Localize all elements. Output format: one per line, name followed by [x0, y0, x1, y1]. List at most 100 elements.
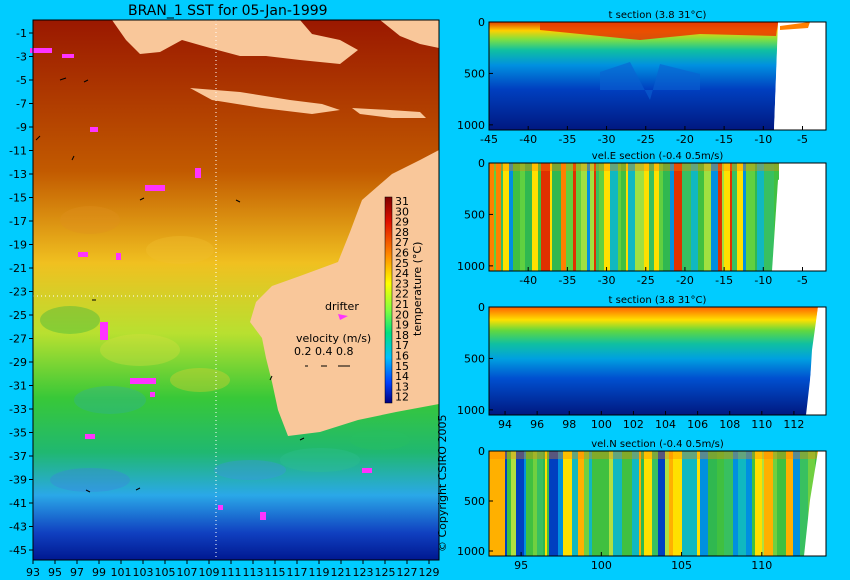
colorbar-tick-label: 17: [395, 339, 409, 352]
field-stripe: [700, 451, 705, 556]
map-x-tick-label: 97: [70, 566, 84, 579]
field-stripe: [592, 451, 601, 556]
map-x-axis: 93 95 97 99 101 103 105 107 109 111 113 115 117 119 12…: [26, 560, 440, 579]
field-stripe: [639, 451, 641, 556]
field-stripe: [659, 163, 663, 271]
field-stripe: [524, 451, 526, 556]
field-stripe: [704, 163, 708, 271]
panel-x-tick-label: 95: [514, 559, 528, 572]
surface-layer: [489, 163, 779, 171]
map-x-tick-label: 117: [287, 566, 308, 579]
panel-x-tick-label: -15: [715, 133, 733, 146]
panel-y-tick-label: 500: [464, 67, 485, 80]
field-stripe: [743, 163, 746, 271]
field-stripe: [737, 163, 743, 271]
field-stripe: [629, 451, 632, 556]
drifter-track: [85, 434, 95, 439]
field-stripe: [635, 163, 644, 271]
field-stripe: [578, 451, 584, 556]
field-stripe: [724, 451, 733, 556]
field-stripe: [566, 163, 573, 271]
field-stripe: [563, 451, 572, 556]
panel-x-tick-label: -35: [558, 274, 576, 287]
panel-x-tick-label: -25: [637, 133, 655, 146]
map-x-tick-label: 103: [133, 566, 154, 579]
velocity-arrow: [59, 77, 67, 81]
velocity-legend-scale: 0.2 0.4 0.8: [294, 345, 353, 358]
field-stripe: [665, 451, 669, 556]
t-section-lon-panel: [488, 21, 827, 131]
panel-frame: [488, 306, 827, 416]
map-y-tick-label: -45: [9, 544, 27, 557]
colorbar-tick-label: 28: [395, 226, 409, 239]
map-y-tick-label: -7: [16, 98, 27, 111]
colorbar-tick-label: 25: [395, 257, 409, 270]
map-x-tick-label: 109: [199, 566, 220, 579]
sst-map: drifter velocity (m/s) 0.2 0.4 0.8 31302…: [9, 3, 449, 579]
field-stripe: [764, 451, 773, 556]
drifter-track: [62, 54, 74, 58]
map-y-tick-label: -37: [9, 450, 27, 463]
field-stripe: [698, 163, 704, 271]
drifter-track: [90, 127, 98, 132]
drifter-track: [145, 185, 165, 191]
field-stripe: [541, 163, 550, 271]
field-stripe: [708, 451, 717, 556]
colorbar-tick-label: 31: [395, 195, 409, 208]
drifter-track: [116, 253, 121, 260]
field-stripe: [652, 451, 658, 556]
field-stripe: [654, 163, 659, 271]
field-stripe: [526, 451, 533, 556]
field-stripe: [621, 163, 626, 271]
field-stripe: [601, 451, 609, 556]
panel-x-tick-label: 104: [655, 418, 676, 431]
field-stripe: [718, 163, 722, 271]
t-section-lon-dip: [600, 62, 700, 100]
panel-y-tick-label: 500: [464, 352, 485, 365]
land-java: [190, 88, 340, 114]
field-stripe: [682, 451, 690, 556]
colorbar-tick-label: 26: [395, 247, 409, 260]
field-stripe: [590, 163, 594, 271]
panel-x-tick-label: -15: [715, 274, 733, 287]
colorbar-tick-label: 30: [395, 205, 409, 218]
field-stripe: [750, 451, 752, 556]
field-stripe: [618, 163, 621, 271]
map-x-tick-label: 101: [111, 566, 132, 579]
field-stripe: [496, 163, 501, 271]
map-y-tick-label: -27: [9, 333, 27, 346]
map-x-tick-label: 99: [92, 566, 106, 579]
field-stripe: [746, 451, 750, 556]
colorbar-tick-label: 27: [395, 236, 409, 249]
panel-title: t section (3.8 31°C): [609, 295, 707, 306]
panel-x-tick-label: 100: [591, 559, 612, 572]
panel-x-tick-label: 100: [591, 418, 612, 431]
field-stripe: [733, 451, 738, 556]
colorbar-tick-label: 20: [395, 308, 409, 321]
field-stripe: [594, 163, 596, 271]
field-stripe: [543, 451, 545, 556]
velocity-arrow: [83, 79, 89, 83]
field-stripe: [708, 163, 711, 271]
panel-x-tick-label: -5: [797, 133, 808, 146]
field-stripe: [773, 451, 777, 556]
colorbar-tick-label: 15: [395, 360, 409, 373]
map-x-tick-label: 113: [243, 566, 264, 579]
velocity-arrow: [299, 437, 305, 441]
field-stripe: [599, 163, 604, 271]
t-section-lat-topography: [806, 307, 826, 415]
panel-axes: t section (3.8 31°C) -45 -40 -35 -30 -25 -20 -1…: [457, 10, 808, 572]
velocity-legend-label: velocity (m/s): [296, 332, 371, 345]
field-stripe: [717, 451, 724, 556]
vel-n-topography: [804, 451, 826, 556]
map-y-tick-label: -19: [9, 239, 27, 252]
drifter-track: [30, 48, 52, 53]
map-y-tick-label: -15: [9, 192, 27, 205]
field-stripe: [632, 451, 639, 556]
map-y-tick-label: -25: [9, 309, 27, 322]
map-x-tick-label: 107: [177, 566, 198, 579]
colorbar-tick-label: 22: [395, 288, 409, 301]
map-y-tick-label: -13: [9, 168, 27, 181]
field-stripe: [576, 163, 581, 271]
field-stripe: [755, 163, 757, 271]
